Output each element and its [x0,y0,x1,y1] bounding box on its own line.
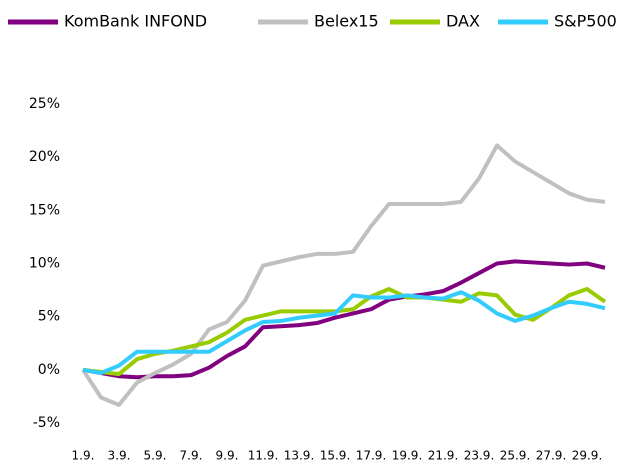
x-tick-label: 1.9. [72,449,95,463]
series-line [81,143,606,407]
x-tick-label: 5.9. [144,449,167,463]
legend-label: S&P500 [554,12,617,31]
x-tick-label: 27.9. [536,449,567,463]
y-tick-label: -5% [33,415,60,431]
y-tick-label: 20% [29,149,60,165]
x-tick-label: 17.9. [356,449,387,463]
y-tick-label: 15% [29,202,60,218]
series-line [82,259,606,380]
x-tick-label: 3.9. [108,449,131,463]
x-tick-label: 7.9. [180,449,203,463]
series-line [82,290,606,376]
legend-label: DAX [446,12,480,31]
x-tick-label: 11.9. [248,449,279,463]
legend-label: Belex15 [314,12,379,31]
x-tick-label: 23.9. [464,449,495,463]
y-tick-label: 10% [29,256,60,272]
x-tick-label: 15.9. [320,449,351,463]
x-tick-label: 21.9. [428,449,459,463]
x-tick-label: 9.9. [216,449,239,463]
x-tick-label: 19.9. [392,449,423,463]
y-tick-label: 0% [38,362,60,378]
y-tick-label: 5% [38,309,60,325]
legend-label: KomBank INFOND [64,12,207,31]
x-tick-label: 29.9. [572,449,603,463]
x-tick-label: 13.9. [284,449,315,463]
x-tick-label: 25.9. [500,449,531,463]
y-tick-label: 25% [29,96,60,112]
